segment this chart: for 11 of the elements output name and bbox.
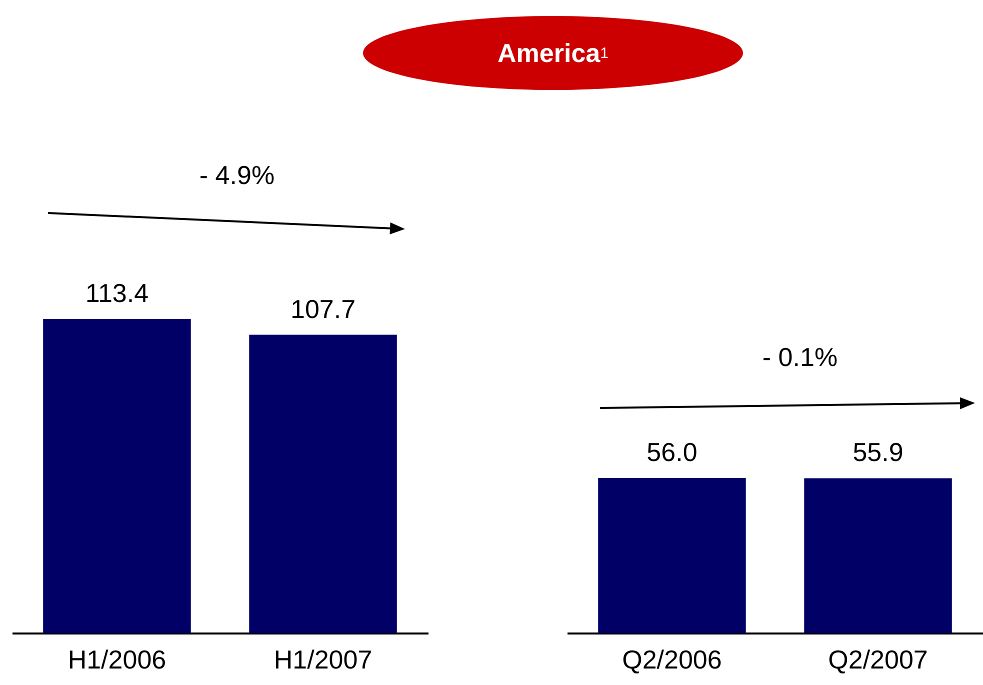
x-tick-label: Q2/2006 <box>622 644 722 674</box>
x-tick-label: Q2/2007 <box>828 644 928 674</box>
x-tick-label: H1/2007 <box>274 644 372 674</box>
chart-title: America$^{1}$ <box>363 16 743 90</box>
data-label: 56.0 <box>646 436 698 467</box>
x-tick-label: H1/2006 <box>68 644 166 674</box>
data-label: 113.4 <box>85 278 149 308</box>
data-label: 107.7 <box>290 294 356 324</box>
data-label: 55.9 <box>852 437 904 468</box>
text: - 0.1% <box>762 342 838 373</box>
text: - 4.9% <box>199 160 275 191</box>
